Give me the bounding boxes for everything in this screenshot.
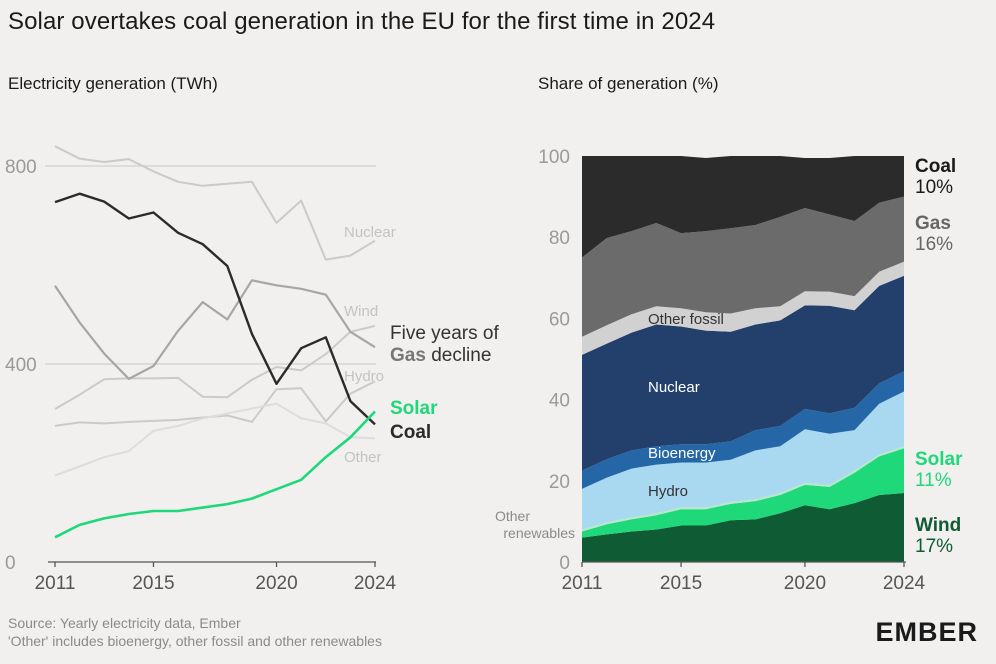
nuclear-area-label: Nuclear: [648, 379, 700, 396]
end-label-coal-name: Coal: [915, 156, 956, 177]
left-y-tick-label: 800: [5, 157, 37, 178]
area-wind: [582, 493, 904, 562]
right-x-tick-label: 2024: [883, 573, 926, 594]
line-series-nuclear: [54, 145, 376, 261]
nuclear-label: Nuclear: [344, 224, 396, 241]
end-label-wind-pct: 17%: [915, 536, 953, 557]
right-x-tick-label: 2020: [784, 573, 826, 594]
right-y-tick-label: 40: [549, 391, 570, 412]
ember-logo: EMBER: [875, 617, 978, 647]
end-label-coal-pct: 10%: [915, 177, 953, 198]
gas-label-emphasis: Gas: [390, 345, 431, 366]
right-y-tick-label: 60: [549, 309, 570, 330]
solar-label: Solar: [390, 398, 438, 419]
line-series-coal: [54, 192, 376, 426]
hydro-area-label: Hydro: [648, 483, 688, 500]
right-y-tick-label: 100: [538, 147, 570, 168]
wind-label: Wind: [344, 303, 378, 320]
left-x-tick-label: 2015: [132, 573, 174, 594]
gas-label-line1: Five years of: [390, 323, 499, 344]
area-bioenergy: [582, 371, 904, 489]
line-series-wind: [54, 324, 376, 410]
left-x-tick-label: 2024: [354, 573, 397, 594]
right-x-tick-label: 2015: [660, 573, 702, 594]
hydro-label: Hydro: [344, 368, 384, 385]
left-chart-subtitle: Electricity generation (TWh): [8, 74, 218, 93]
area-hydro: [582, 391, 904, 530]
line-series-gas: [54, 279, 376, 380]
line-series-solar: [54, 410, 376, 539]
right-chart-subtitle: Share of generation (%): [538, 74, 719, 93]
left-x-tick-label: 2020: [255, 573, 297, 594]
gas-label-line2: Gas decline: [390, 345, 491, 366]
bioenergy-area-label: Bioenergy: [648, 445, 716, 462]
line-series-other: [54, 402, 376, 477]
area-coal: [582, 156, 904, 258]
source-line-1: Source: Yearly electricity data, Ember: [8, 615, 241, 631]
end-label-gas-name: Gas: [915, 213, 951, 234]
page-title: Solar overtakes coal generation in the E…: [8, 8, 716, 35]
end-label-gas-pct: 16%: [915, 234, 953, 255]
end-label-wind-name: Wind: [915, 515, 961, 536]
other-renewables-label-line1: Other: [495, 508, 530, 524]
coal-label: Coal: [390, 422, 431, 443]
right-y-tick-label: 0: [559, 553, 570, 574]
left-y-tick-label: 0: [5, 553, 16, 574]
area-gas: [582, 196, 904, 337]
other-fossil-area-label: Other fossil: [648, 311, 724, 328]
right-x-tick-label: 2011: [562, 573, 603, 594]
left-x-tick-label: 2011: [35, 573, 76, 594]
line-series-hydro: [54, 380, 376, 427]
other-label: Other: [344, 449, 382, 466]
source-line-2: 'Other' includes bioenergy, other fossil…: [8, 633, 382, 649]
right-y-tick-label: 80: [549, 228, 570, 249]
other-renewables-label-line2: renewables: [503, 525, 575, 541]
area-nuclear: [582, 275, 904, 471]
left-y-tick-label: 400: [5, 355, 37, 376]
right-y-tick-label: 20: [549, 472, 570, 493]
end-label-solar-pct: 11%: [915, 470, 952, 491]
end-label-solar-name: Solar: [915, 449, 963, 470]
area-solar: [582, 448, 904, 538]
source-note: Source: Yearly electricity data, Ember '…: [8, 614, 382, 650]
gas-label-tail: decline: [431, 345, 491, 366]
